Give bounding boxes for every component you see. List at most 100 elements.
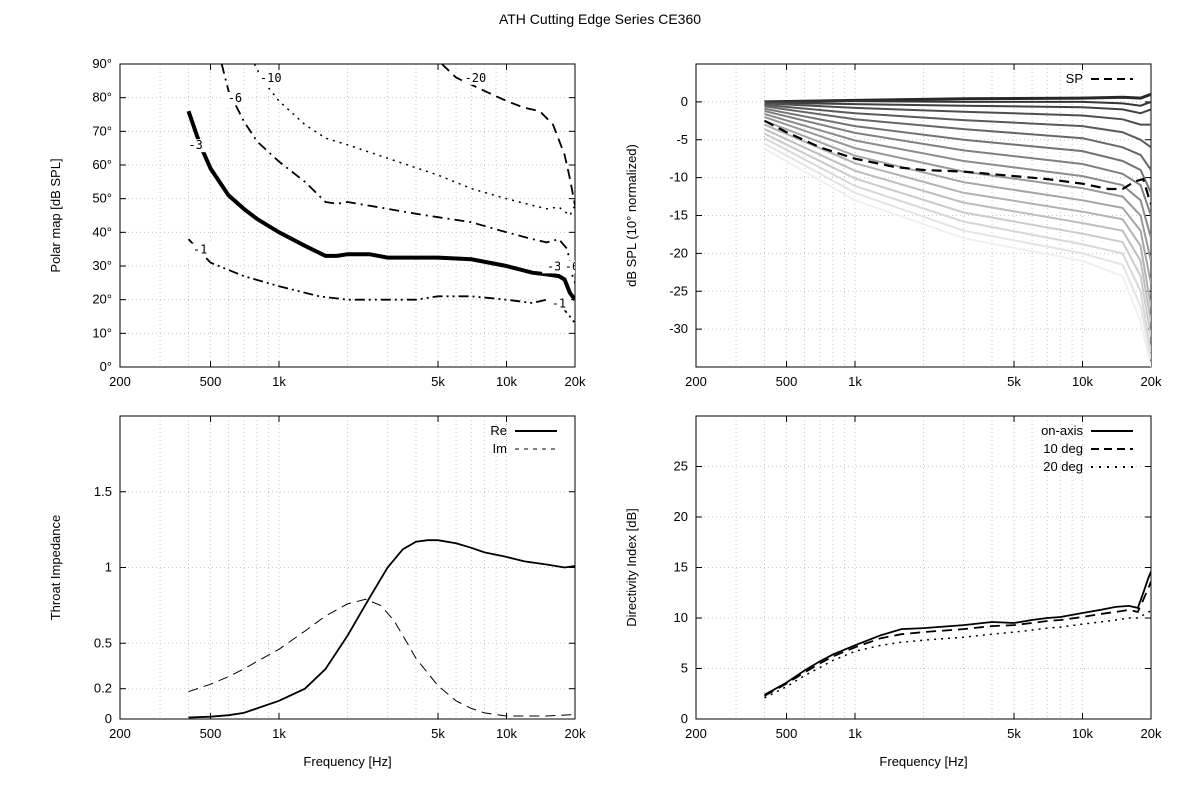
series-line--20 bbox=[441, 64, 575, 206]
series-line-10-deg bbox=[764, 581, 1151, 697]
contour-label-bg bbox=[463, 71, 488, 85]
contour-label-bg bbox=[188, 243, 213, 257]
y-tick-label: 50° bbox=[92, 191, 112, 206]
x-tick-label: 500 bbox=[200, 726, 222, 741]
x-tick-label: 200 bbox=[109, 374, 131, 389]
y-tick-label: -20 bbox=[669, 245, 688, 260]
y-tick-label: 0 bbox=[681, 711, 688, 726]
y-tick-label: 1.5 bbox=[94, 484, 112, 499]
y-tick-label: 0.2 bbox=[94, 681, 112, 696]
family-curve bbox=[764, 107, 1151, 194]
chart-impedance: 200 500 1k 5k 10k 20k 0 0.2 0.5 1 1.5 Throat Impeda… bbox=[48, 415, 586, 769]
family-curve bbox=[764, 123, 1151, 307]
series-line-im bbox=[188, 598, 575, 717]
x-tick-label: 20k bbox=[565, 374, 586, 389]
y-tick-label: -15 bbox=[669, 208, 688, 223]
legend-label: Re bbox=[490, 423, 507, 438]
x-tick-label: 10k bbox=[496, 726, 517, 741]
grid bbox=[120, 64, 575, 367]
series-line--1 bbox=[187, 238, 575, 324]
x-tick-label: 1k bbox=[272, 726, 286, 741]
family-curve bbox=[764, 110, 1151, 216]
family-curve bbox=[764, 101, 1151, 115]
family-curve bbox=[764, 147, 1151, 367]
contour-label: -6 bbox=[228, 91, 242, 105]
y-tick-label: 1 bbox=[105, 560, 112, 575]
x-tick-label: 5k bbox=[1007, 726, 1021, 741]
figure-title: ATH Cutting Edge Series CE360 bbox=[499, 11, 701, 27]
y-tick-label: 25 bbox=[674, 459, 688, 474]
x-tick-label: 10k bbox=[1072, 374, 1093, 389]
y-tick-label: 10° bbox=[92, 325, 112, 340]
x-tick-label: 5k bbox=[431, 726, 445, 741]
contour-label: -1 bbox=[193, 243, 207, 257]
x-tick-label: 10k bbox=[1072, 726, 1093, 741]
family-curve bbox=[764, 105, 1151, 171]
legend-label: SP bbox=[1066, 71, 1083, 86]
chart-polar: 200 500 1k 5k 10k 20k 0° 10° 20° 30° 40° 50° 60° 70° 8… bbox=[48, 56, 586, 389]
y-tick-label: 0 bbox=[681, 94, 688, 109]
family-curve bbox=[764, 142, 1151, 360]
series-line-on-axis bbox=[764, 571, 1151, 696]
x-tick-label: 5k bbox=[431, 374, 445, 389]
contour-label-bg bbox=[546, 297, 571, 311]
plot-area bbox=[188, 539, 575, 719]
legend-label: on-axis bbox=[1041, 423, 1083, 438]
y-tick-label: 20° bbox=[92, 292, 112, 307]
chart-panels: 200 500 1k 5k 10k 20k0°10°20°30°40°50°60°70°8… bbox=[48, 56, 1162, 769]
family-curve bbox=[764, 100, 1151, 107]
y-tick-label: 70° bbox=[92, 123, 112, 138]
chart-normalized: 200 500 1k 5k 10k 20k 0 -5 -10 -15 -20 -25 -30 dB SPL… bbox=[624, 63, 1162, 389]
x-tick-label: 20k bbox=[1141, 374, 1162, 389]
x-tick-label: 500 bbox=[776, 374, 798, 389]
y-tick-label: 40° bbox=[92, 224, 112, 239]
plot-area bbox=[763, 92, 1151, 367]
contour-label: -10 bbox=[260, 71, 282, 85]
family-curve bbox=[764, 113, 1151, 239]
x-tick-label: 200 bbox=[685, 726, 707, 741]
family-curve bbox=[764, 137, 1151, 353]
y-tick-label: -10 bbox=[669, 170, 688, 185]
y-tick-label: 10 bbox=[674, 610, 688, 625]
x-tick-label: 10k bbox=[496, 374, 517, 389]
y-tick-label: -25 bbox=[669, 283, 688, 298]
x-axis-label: Frequency [Hz] bbox=[879, 754, 967, 769]
series-line-sp bbox=[763, 119, 1151, 205]
family-curve bbox=[764, 102, 1151, 126]
y-tick-label: 20 bbox=[674, 509, 688, 524]
series-line-re bbox=[188, 539, 575, 719]
y-tick-label: 90° bbox=[92, 56, 112, 71]
series-line--6 bbox=[220, 64, 575, 284]
y-tick-label: -5 bbox=[676, 132, 688, 147]
grid bbox=[120, 416, 575, 719]
contour-label-bg bbox=[183, 139, 208, 153]
plot-frame bbox=[119, 63, 576, 368]
plot-area: -1 -3 -6 -10 -20 -3 -6 -1 bbox=[183, 64, 579, 324]
family-curve bbox=[764, 132, 1151, 337]
x-tick-label: 500 bbox=[200, 374, 222, 389]
x-tick-label: 20k bbox=[1141, 726, 1162, 741]
contour-label-bg bbox=[559, 260, 575, 274]
x-tick-label: 1k bbox=[848, 374, 862, 389]
y-tick-label: -30 bbox=[669, 321, 688, 336]
family-curve bbox=[764, 119, 1151, 284]
x-tick-label: 1k bbox=[272, 374, 286, 389]
family-curve bbox=[764, 116, 1151, 262]
x-tick-label: 1k bbox=[848, 726, 862, 741]
y-tick-label: 5 bbox=[681, 661, 688, 676]
y-tick-label: 0 bbox=[105, 711, 112, 726]
series-line--3 bbox=[186, 110, 575, 301]
legend-label: 20 deg bbox=[1043, 459, 1083, 474]
y-tick-label: 0° bbox=[100, 359, 112, 374]
contour-label: -6 bbox=[565, 259, 579, 273]
family-curve bbox=[764, 103, 1151, 149]
x-tick-label: 5k bbox=[1007, 374, 1021, 389]
y-tick-label: 0.5 bbox=[94, 635, 112, 650]
y-tick-label: 60° bbox=[92, 157, 112, 172]
y-tick-label: 80° bbox=[92, 90, 112, 105]
contour-label: -20 bbox=[465, 71, 487, 85]
y-axis-label: Polar map [dB SPL] bbox=[48, 158, 63, 272]
chart-directivity: 200 500 1k 5k 10k 20k 0 5 10 15 20 25 Directivity In… bbox=[624, 415, 1162, 769]
family-curve bbox=[764, 128, 1151, 322]
